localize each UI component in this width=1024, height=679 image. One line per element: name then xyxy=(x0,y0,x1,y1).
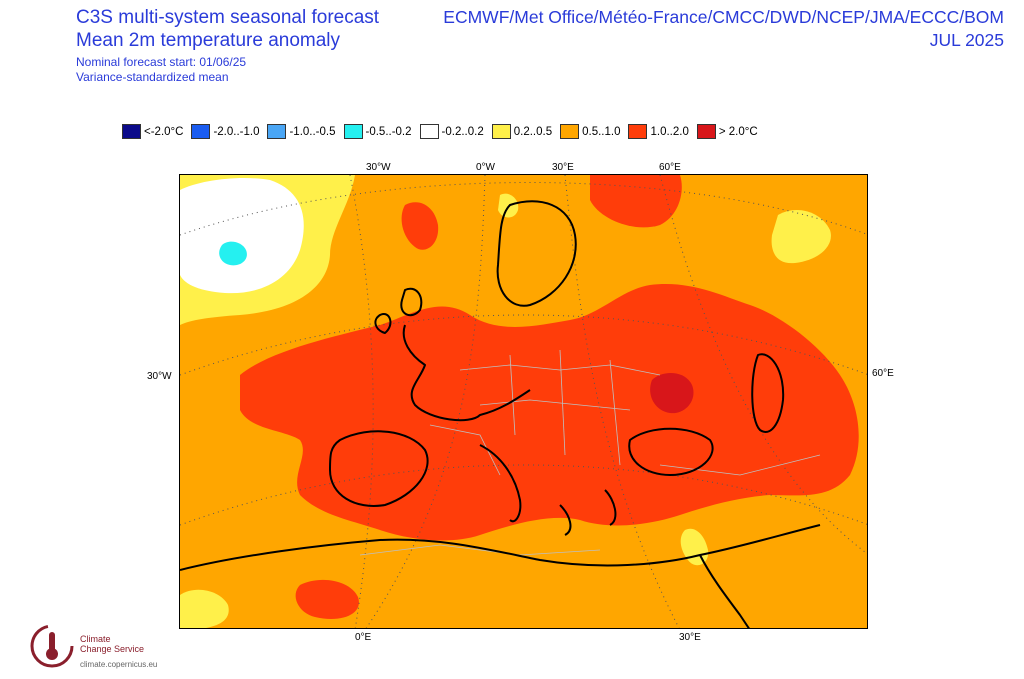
legend-label: -2.0..-1.0 xyxy=(213,125,260,138)
map-svg xyxy=(180,175,867,628)
legend-item: 1.0..2.0 xyxy=(628,124,689,139)
legend-swatch xyxy=(560,124,580,139)
legend-label: 1.0..2.0 xyxy=(650,125,689,138)
legend-item: 0.2..0.5 xyxy=(491,124,553,139)
thermometer-icon xyxy=(30,624,74,668)
anomaly-region-1.0-2.0-sahara xyxy=(295,579,359,619)
anomaly-region-above-2.0 xyxy=(650,373,694,414)
axis-label-top-0: 0°W xyxy=(476,162,495,173)
axis-label-left-30w: 30°W xyxy=(147,371,172,382)
anomaly-region-cold-spot xyxy=(219,241,247,266)
graticule xyxy=(180,175,867,628)
chart-title: C3S multi-system seasonal forecast xyxy=(76,7,380,28)
header-right: ECMWF/Met Office/Météo-France/CMCC/DWD/N… xyxy=(443,6,1004,52)
legend-swatch xyxy=(419,124,439,139)
legend-label: 0.2..0.5 xyxy=(513,125,553,138)
anomaly-region-1.0-2.0-europe xyxy=(240,284,859,541)
method-label: Variance-standardized mean xyxy=(76,70,229,84)
legend-label: -1.0..-0.5 xyxy=(289,125,336,138)
anomaly-region-1.0-2.0-scandinavia xyxy=(401,202,439,250)
anomaly-region-neutral xyxy=(180,178,304,294)
axis-label-bottom-30e: 30°E xyxy=(679,632,701,643)
legend: <-2.0°C -2.0..-1.0 -1.0..-0.5 -0.5..-0.2 -0.… xyxy=(122,124,766,139)
legend-item: <-2.0°C xyxy=(122,124,183,139)
legend-swatch xyxy=(628,124,648,139)
legend-label: > 2.0°C xyxy=(718,125,758,138)
logo-line1: Climate xyxy=(80,634,111,644)
axis-label-top-30w: 30°W xyxy=(366,162,391,173)
legend-label: 0.5..1.0 xyxy=(582,125,621,138)
logo-line2: Change Service xyxy=(80,644,145,654)
coastlines xyxy=(180,200,821,628)
anomaly-region-0.2-0.5-urals xyxy=(771,210,831,264)
period-label: JUL 2025 xyxy=(929,30,1004,50)
legend-item: 0.5..1.0 xyxy=(560,124,620,139)
forecast-start: Nominal forecast start: 01/06/25 xyxy=(76,55,247,69)
anomaly-map xyxy=(179,174,868,629)
chart-subtitle: Mean 2m temperature anomaly xyxy=(76,30,341,51)
legend-swatch xyxy=(191,124,211,139)
legend-swatch xyxy=(696,124,716,139)
legend-swatch xyxy=(122,124,141,139)
legend-swatch xyxy=(343,124,363,139)
legend-item: > 2.0°C xyxy=(696,124,758,139)
legend-swatch xyxy=(491,124,511,139)
copernicus-logo: Climate Change Service climate.copernicu… xyxy=(28,620,178,676)
legend-item: -0.5..-0.2 xyxy=(343,124,412,139)
legend-label: <-2.0°C xyxy=(144,125,184,138)
axis-label-top-30e: 30°E xyxy=(552,162,574,173)
systems-label: ECMWF/Met Office/Météo-France/CMCC/DWD/N… xyxy=(443,7,1004,27)
header-left: C3S multi-system seasonal forecast Mean … xyxy=(76,6,379,85)
logo-url: climate.copernicus.eu xyxy=(80,660,158,669)
legend-label: -0.5..-0.2 xyxy=(365,125,412,138)
axis-label-right-60e: 60°E xyxy=(872,368,894,379)
anomaly-region-1.0-2.0-barents xyxy=(590,175,682,228)
legend-item: -0.2..0.2 xyxy=(419,124,484,139)
legend-item: -1.0..-0.5 xyxy=(267,124,336,139)
legend-item: -2.0..-1.0 xyxy=(191,124,259,139)
anomaly-region-0.2-0.5-sw xyxy=(180,589,229,628)
axis-label-bottom-0: 0°E xyxy=(355,632,372,643)
legend-swatch xyxy=(267,124,287,139)
axis-label-top-60e: 60°E xyxy=(659,162,681,173)
country-borders xyxy=(359,349,821,556)
legend-label: -0.2..0.2 xyxy=(441,125,484,138)
